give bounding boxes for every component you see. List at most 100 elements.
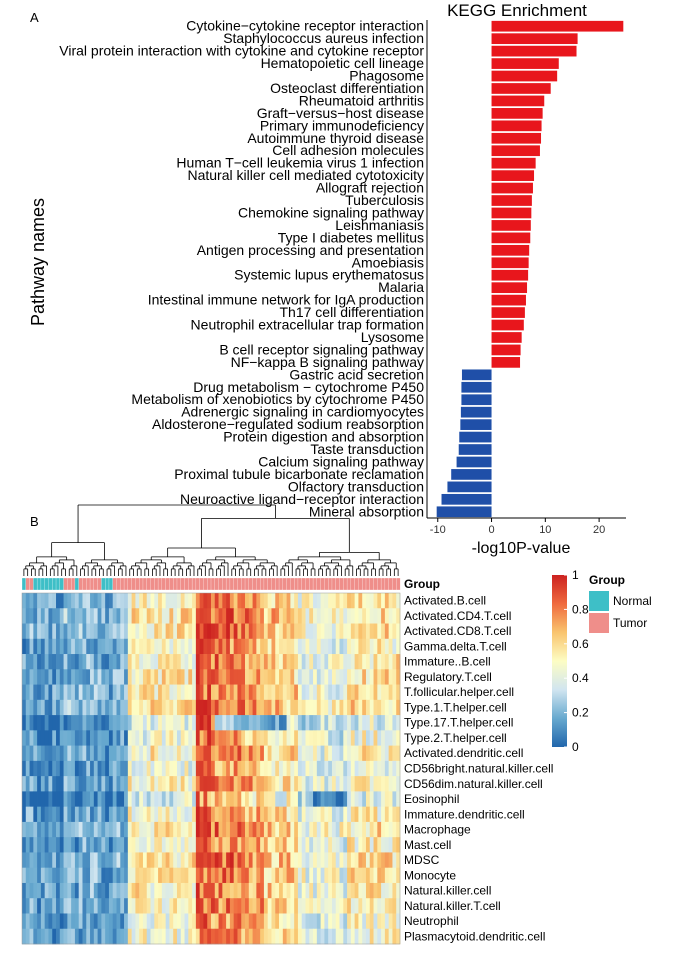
heatmap-cell	[218, 821, 223, 838]
heatmap-cell	[233, 730, 238, 746]
heatmap-cell	[93, 684, 98, 701]
group-annotation-cell	[210, 577, 216, 591]
heatmap-cell	[229, 745, 235, 762]
heatmap-cell	[40, 760, 46, 777]
heatmap-cell	[161, 913, 166, 930]
heatmap-cell	[161, 852, 166, 869]
heatmap-cell	[78, 623, 83, 640]
heatmap-cell	[199, 623, 204, 640]
heatmap-cell	[343, 684, 348, 701]
heatmap-cell	[388, 608, 393, 624]
heatmap-cell	[165, 638, 170, 655]
group-annotation-cell	[184, 577, 189, 591]
heatmap-cell	[173, 730, 178, 746]
heatmap-cell	[169, 654, 174, 670]
heatmap-cell	[392, 715, 397, 731]
heatmap-cell	[105, 898, 110, 914]
heatmap-cell	[263, 837, 269, 853]
heatmap-cell	[233, 654, 238, 670]
heatmap-cell	[350, 745, 355, 762]
heatmap-cell	[313, 669, 318, 685]
heatmap-cell	[78, 669, 83, 685]
heatmap-cell	[256, 867, 261, 884]
heatmap-cell	[188, 806, 193, 823]
heatmap-cell	[135, 638, 140, 655]
heatmap-row-label: Type.1.T.helper.cell	[404, 700, 507, 714]
heatmap-cell	[286, 791, 291, 807]
heatmap-cell	[343, 760, 348, 777]
heatmap-cell	[271, 593, 276, 609]
heatmap-cell	[71, 867, 76, 884]
heatmap-cell	[199, 806, 204, 823]
heatmap-cell	[127, 593, 132, 609]
heatmap-cell	[124, 699, 129, 716]
heatmap-cell	[173, 638, 178, 655]
heatmap-cell	[271, 623, 276, 640]
heatmap-row-label: Activated.CD4.T.cell	[404, 609, 511, 623]
heatmap-cell	[373, 776, 378, 792]
heatmap-cell	[150, 837, 155, 853]
heatmap-cell	[90, 882, 95, 899]
heatmap-cell	[158, 882, 163, 899]
heatmap-cell	[195, 745, 201, 762]
heatmap-cell	[25, 745, 30, 762]
heatmap-cell	[116, 776, 121, 792]
heatmap-cell	[78, 699, 83, 716]
heatmap-cell	[339, 776, 344, 792]
heatmap-cell	[184, 669, 189, 685]
heatmap-cell	[146, 837, 151, 853]
heatmap-cell	[350, 669, 355, 685]
heatmap-cell	[74, 806, 80, 823]
kegg-bar	[491, 319, 524, 331]
heatmap-cell	[335, 669, 340, 685]
heatmap-cell	[142, 837, 148, 853]
heatmap-cell	[354, 684, 359, 701]
heatmap-cell	[233, 745, 238, 762]
heatmap-cell	[377, 745, 382, 762]
heatmap-row-label: Monocyte	[404, 868, 456, 882]
heatmap-cell	[37, 867, 42, 884]
heatmap-cell	[195, 821, 201, 838]
heatmap-cell	[248, 821, 253, 838]
heatmap-cell	[184, 806, 189, 823]
heatmap-cell	[309, 806, 314, 823]
heatmap-cell	[188, 776, 193, 792]
heatmap-cell	[116, 837, 121, 853]
group-annotation-cell	[21, 577, 27, 591]
heatmap-cell	[120, 821, 125, 838]
heatmap-cell	[71, 593, 76, 609]
heatmap-cell	[282, 821, 287, 838]
heatmap-cell	[184, 867, 189, 884]
heatmap-cell	[93, 791, 98, 807]
heatmap-cell	[241, 867, 246, 884]
heatmap-cell	[358, 593, 363, 609]
heatmap-cell	[297, 837, 303, 853]
heatmap-cell	[82, 669, 87, 685]
heatmap-cell	[324, 715, 329, 731]
heatmap-cell	[124, 623, 129, 640]
group-annotation-cell	[312, 577, 318, 591]
heatmap-cell	[120, 638, 125, 655]
kegg-category-label: Hematopoietic cell lineage	[261, 55, 425, 71]
heatmap-cell	[116, 760, 121, 777]
group-annotation-cell	[176, 577, 182, 591]
heatmap-cell	[313, 699, 318, 716]
heatmap-cell	[260, 684, 265, 701]
heatmap-cell	[203, 898, 208, 914]
heatmap-cell	[146, 669, 151, 685]
heatmap-cell	[248, 852, 253, 869]
heatmap-cell	[241, 898, 246, 914]
heatmap-cell	[199, 867, 204, 884]
heatmap-cell	[124, 791, 129, 807]
heatmap-cell	[267, 593, 272, 609]
group-annotation-cell	[373, 577, 378, 591]
heatmap-cell	[59, 730, 64, 746]
heatmap-cell	[135, 730, 140, 746]
heatmap-cell	[331, 806, 337, 823]
heatmap-cell	[101, 654, 106, 670]
heatmap-cell	[150, 791, 155, 807]
heatmap-cell	[124, 684, 129, 701]
heatmap-cell	[188, 821, 193, 838]
heatmap-cell	[105, 913, 110, 930]
heatmap-cell	[71, 806, 76, 823]
